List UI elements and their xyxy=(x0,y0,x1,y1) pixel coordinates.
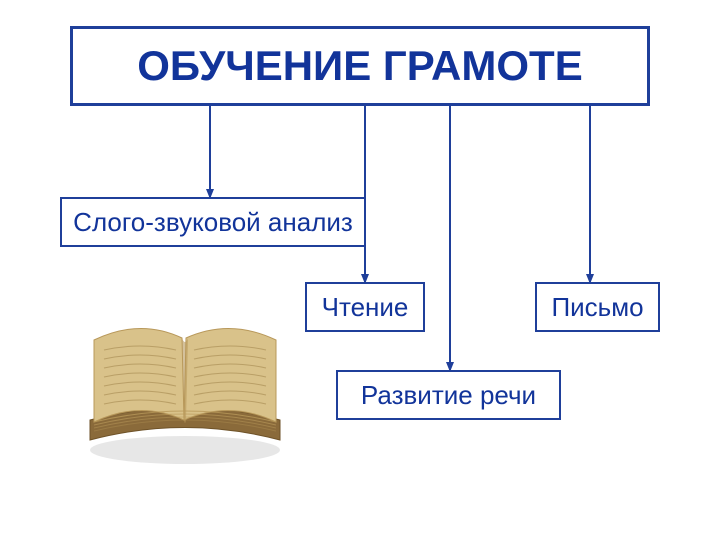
node-speech: Развитие речи xyxy=(336,370,561,420)
node-analysis-label: Слого-звуковой анализ xyxy=(73,207,353,238)
node-reading-label: Чтение xyxy=(322,292,409,323)
node-reading: Чтение xyxy=(305,282,425,332)
title-text: ОБУЧЕНИЕ ГРАМОТЕ xyxy=(137,42,582,90)
node-writing: Письмо xyxy=(535,282,660,332)
title-box: ОБУЧЕНИЕ ГРАМОТЕ xyxy=(70,26,650,106)
node-analysis: Слого-звуковой анализ xyxy=(60,197,366,247)
book-illustration xyxy=(70,300,300,470)
node-speech-label: Развитие речи xyxy=(361,380,536,411)
node-writing-label: Письмо xyxy=(551,292,643,323)
